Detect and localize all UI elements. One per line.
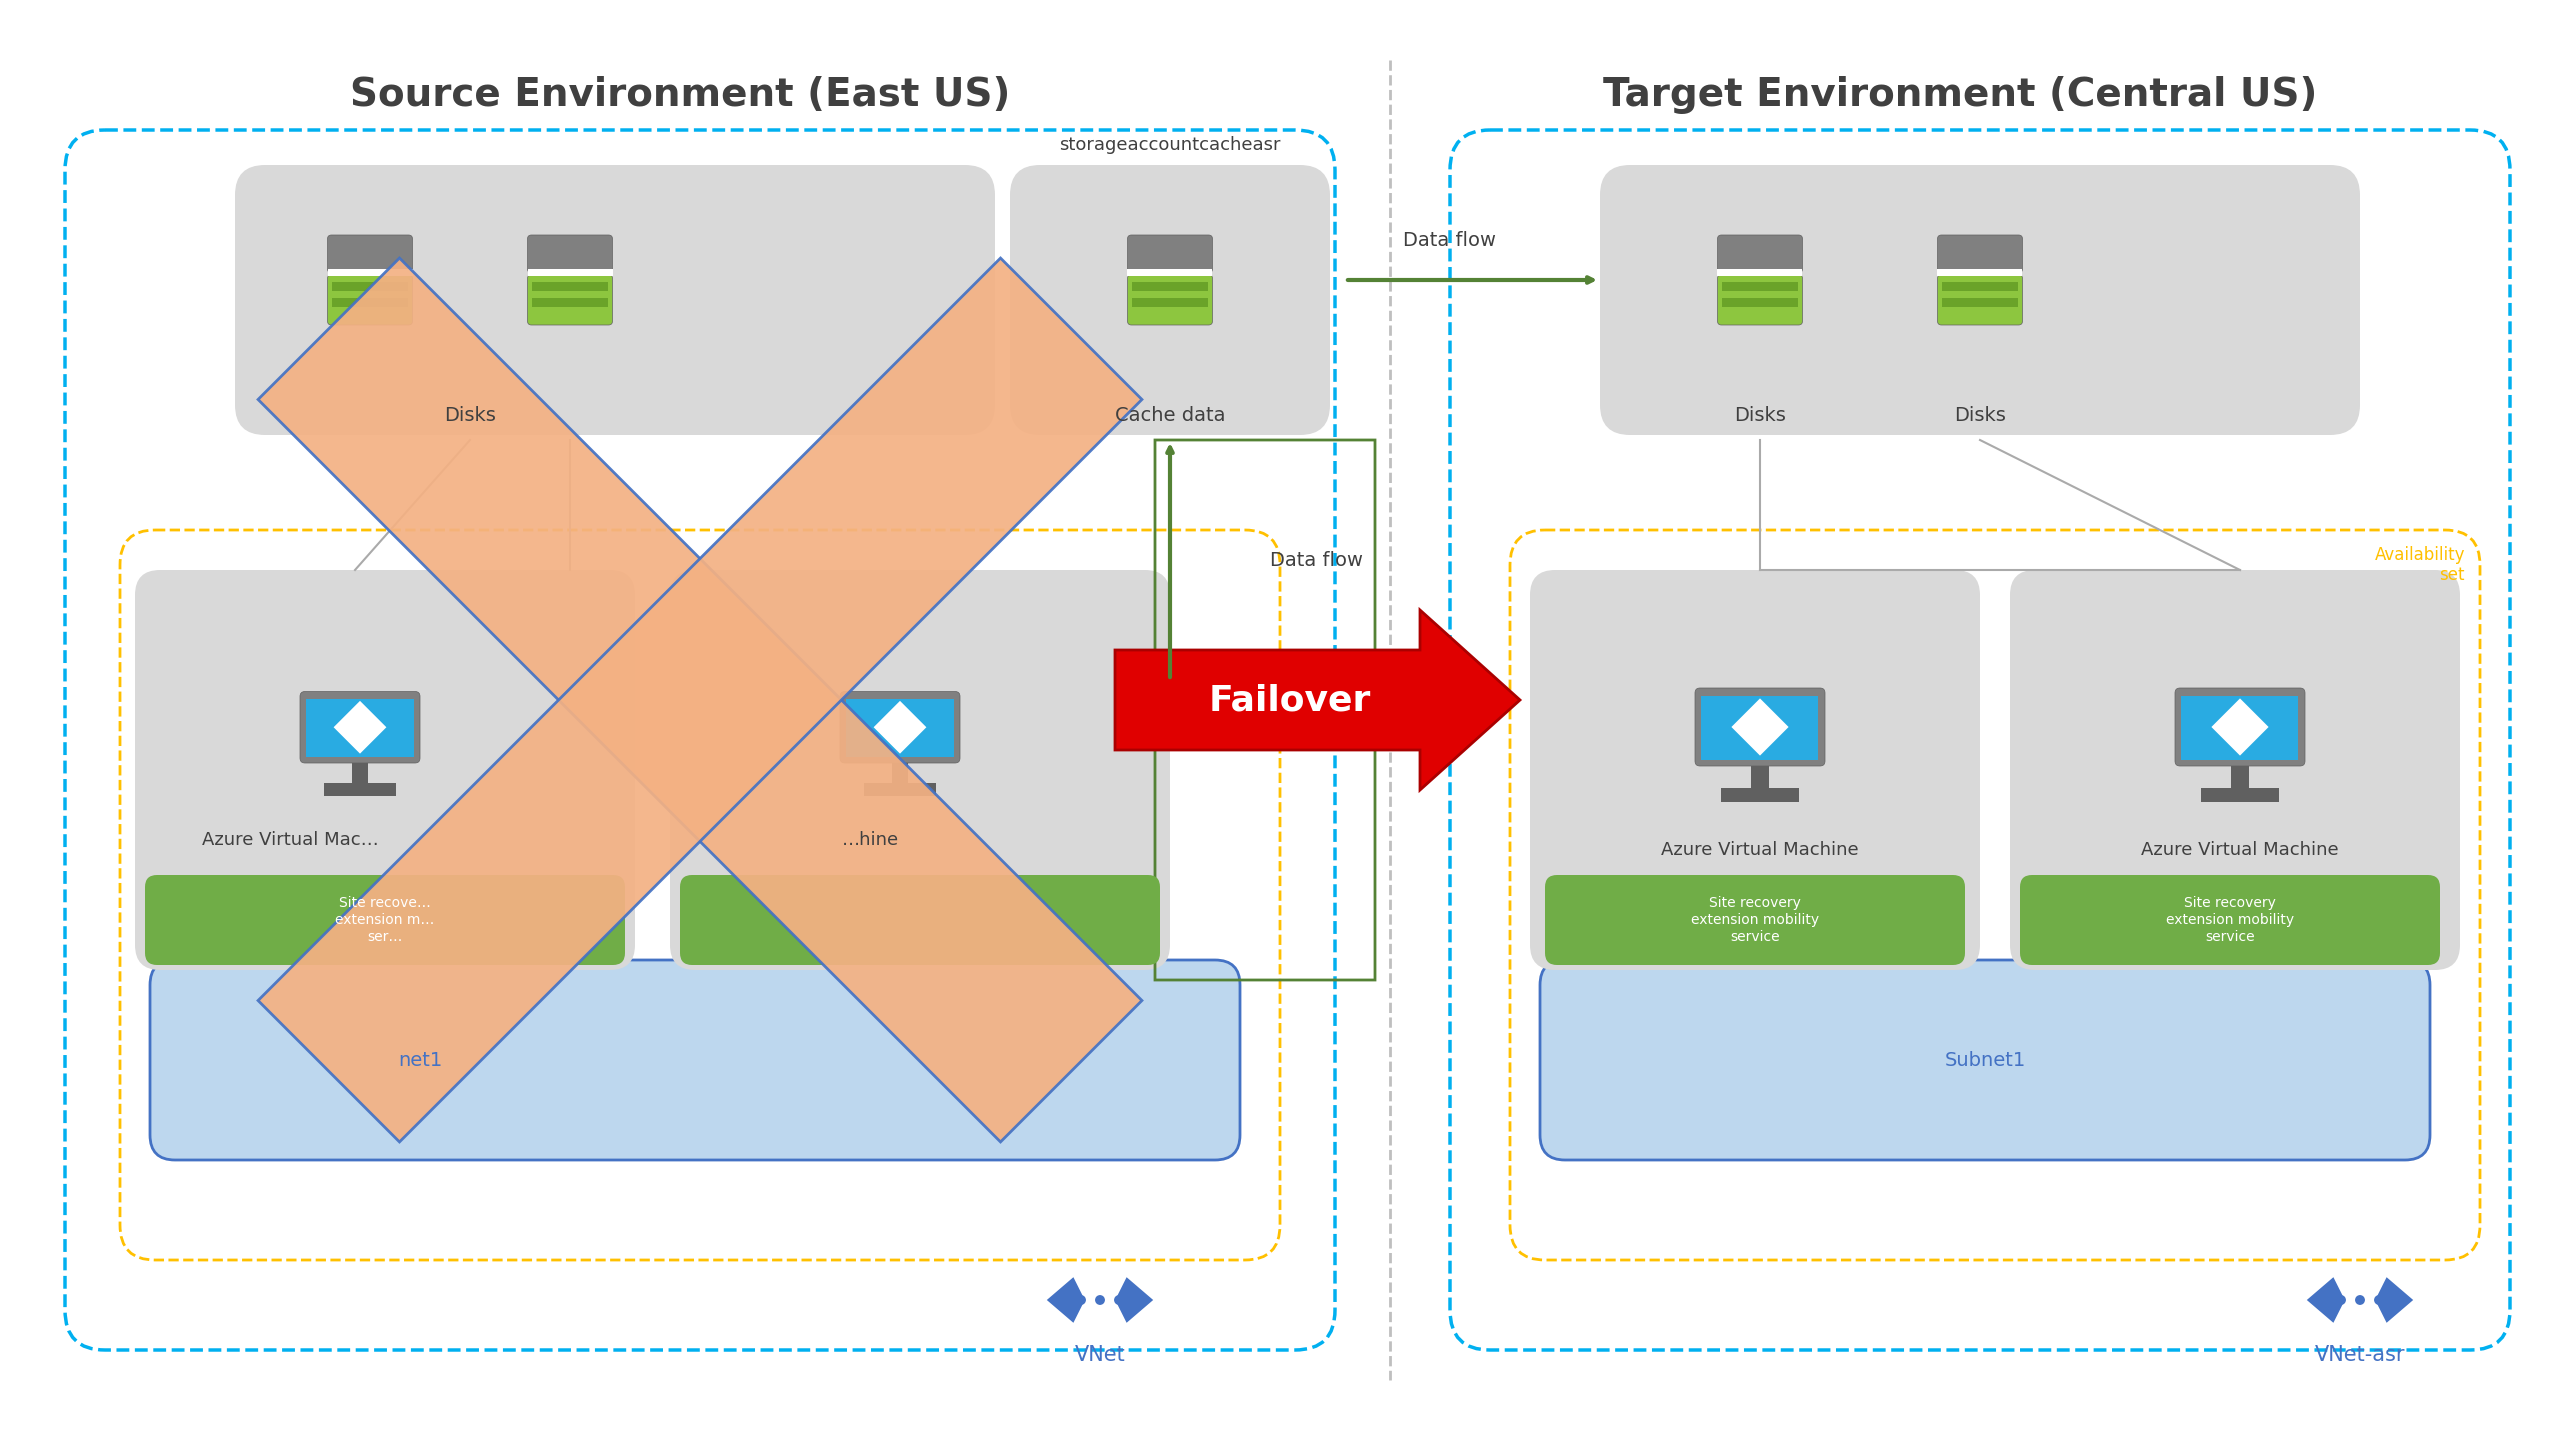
Polygon shape — [873, 701, 927, 753]
FancyBboxPatch shape — [328, 235, 412, 272]
Circle shape — [1075, 1295, 1085, 1305]
Polygon shape — [2376, 1277, 2414, 1323]
Bar — [845, 698, 955, 757]
Bar — [1132, 298, 1208, 307]
Bar — [1723, 298, 1797, 307]
Text: Target Environment (Central US): Target Environment (Central US) — [1603, 76, 2317, 114]
Polygon shape — [259, 258, 1142, 1142]
FancyBboxPatch shape — [1718, 275, 1802, 325]
Text: Source Environment (East US): Source Environment (East US) — [351, 76, 1011, 114]
Bar — [2202, 788, 2278, 802]
Text: Data flow: Data flow — [1403, 230, 1498, 249]
Bar — [333, 298, 407, 307]
FancyBboxPatch shape — [1531, 570, 1979, 971]
Bar — [1720, 788, 1800, 802]
Bar — [1723, 282, 1797, 291]
Text: Subnet1: Subnet1 — [1946, 1051, 2025, 1070]
Polygon shape — [2307, 1277, 2345, 1323]
Circle shape — [2373, 1295, 2383, 1305]
Bar — [1126, 269, 1213, 276]
Bar — [865, 783, 937, 796]
Text: VNet-asr: VNet-asr — [2314, 1345, 2406, 1365]
FancyBboxPatch shape — [1541, 960, 2429, 1161]
FancyBboxPatch shape — [2020, 876, 2440, 965]
Polygon shape — [2212, 698, 2268, 756]
Text: Disks: Disks — [1953, 406, 2007, 425]
FancyBboxPatch shape — [671, 570, 1170, 971]
Bar — [532, 282, 609, 291]
FancyBboxPatch shape — [1126, 275, 1213, 325]
Bar — [333, 282, 407, 291]
FancyBboxPatch shape — [1600, 166, 2360, 435]
Polygon shape — [1116, 1277, 1152, 1323]
Bar — [325, 783, 397, 796]
Text: Azure Virtual Machine: Azure Virtual Machine — [1661, 841, 1859, 860]
Bar — [1132, 282, 1208, 291]
Text: Disks: Disks — [443, 406, 497, 425]
Bar — [328, 269, 412, 276]
Text: Disks: Disks — [1733, 406, 1787, 425]
FancyBboxPatch shape — [1546, 876, 1966, 965]
FancyBboxPatch shape — [2176, 688, 2304, 766]
Text: Cache data: Cache data — [1114, 406, 1226, 425]
Bar — [2181, 696, 2299, 760]
Polygon shape — [1047, 1277, 1085, 1323]
FancyBboxPatch shape — [151, 960, 1239, 1161]
Text: Site recovery
extension mobility
service: Site recovery extension mobility service — [2166, 896, 2294, 945]
Bar — [1938, 269, 2022, 276]
Bar — [891, 763, 909, 783]
FancyBboxPatch shape — [527, 275, 612, 325]
Bar — [351, 763, 369, 783]
Polygon shape — [333, 701, 387, 753]
FancyBboxPatch shape — [328, 275, 412, 325]
Bar — [1702, 696, 1818, 760]
Circle shape — [2337, 1295, 2345, 1305]
Bar — [2230, 766, 2250, 788]
Circle shape — [1096, 1295, 1106, 1305]
Bar — [1718, 269, 1802, 276]
Text: VNet: VNet — [1075, 1345, 1126, 1365]
FancyBboxPatch shape — [1938, 235, 2022, 272]
FancyBboxPatch shape — [1938, 275, 2022, 325]
Polygon shape — [1116, 611, 1521, 791]
Circle shape — [1114, 1295, 1124, 1305]
FancyBboxPatch shape — [840, 691, 960, 763]
FancyBboxPatch shape — [236, 166, 996, 435]
FancyBboxPatch shape — [136, 570, 635, 971]
Polygon shape — [259, 258, 1142, 1142]
Text: Failover: Failover — [1208, 683, 1372, 717]
Bar — [1940, 282, 2017, 291]
Text: Data flow: Data flow — [1270, 550, 1362, 569]
Text: …hine: …hine — [842, 831, 899, 850]
Text: storageaccountcacheasr: storageaccountcacheasr — [1060, 135, 1280, 154]
FancyBboxPatch shape — [146, 876, 625, 965]
FancyBboxPatch shape — [527, 235, 612, 272]
Polygon shape — [1731, 698, 1789, 756]
FancyBboxPatch shape — [1126, 235, 1213, 272]
FancyBboxPatch shape — [2010, 570, 2460, 971]
FancyBboxPatch shape — [300, 691, 420, 763]
Text: Site recovery
extension mobility
service: Site recovery extension mobility service — [1692, 896, 1820, 945]
Bar — [307, 698, 415, 757]
FancyBboxPatch shape — [1718, 235, 1802, 272]
Text: Site recove…
extension m…
ser…: Site recove… extension m… ser… — [335, 896, 435, 945]
Bar — [1751, 766, 1769, 788]
Text: Azure Virtual Machine: Azure Virtual Machine — [2140, 841, 2340, 860]
Text: Azure Virtual Mac…: Azure Virtual Mac… — [202, 831, 379, 850]
Bar — [532, 298, 609, 307]
Text: Availability
set: Availability set — [2376, 546, 2465, 585]
FancyBboxPatch shape — [1695, 688, 1825, 766]
Bar — [1940, 298, 2017, 307]
FancyBboxPatch shape — [1011, 166, 1331, 435]
FancyBboxPatch shape — [681, 876, 1160, 965]
Text: net1: net1 — [397, 1051, 443, 1070]
Bar — [527, 269, 612, 276]
Circle shape — [2355, 1295, 2365, 1305]
